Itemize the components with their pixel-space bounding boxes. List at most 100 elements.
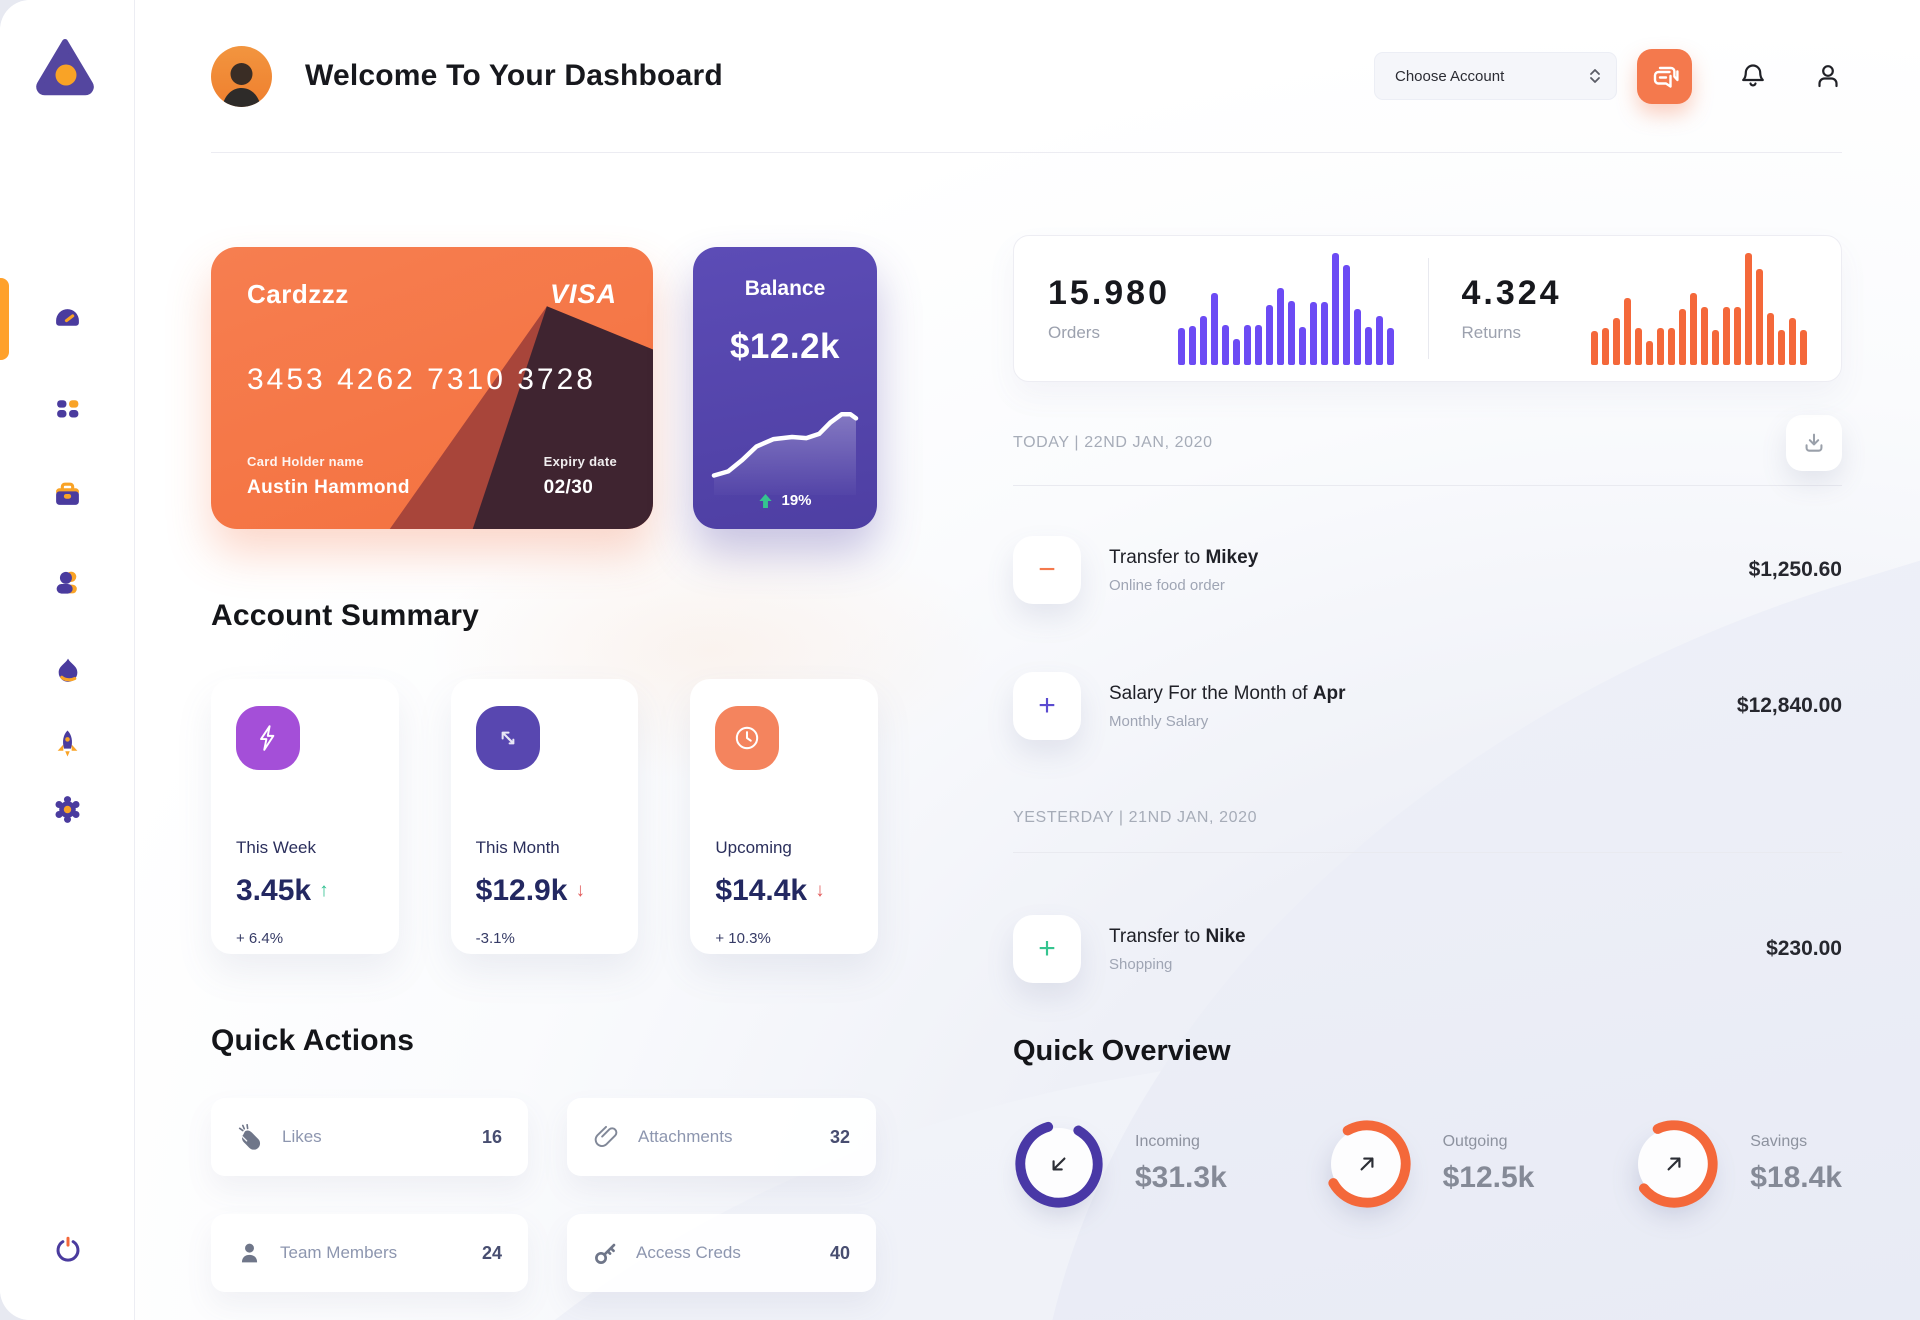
quick-overview-title: Quick Overview — [1013, 1035, 1231, 1067]
card-expiry-label: Expiry date — [543, 454, 617, 469]
summary-value: $14.4k — [715, 874, 808, 907]
orders-returns-card: 15.980 Orders 4.324 Returns — [1013, 235, 1842, 382]
trend-down-arrow: ↓ — [815, 880, 825, 901]
bell-icon — [1742, 64, 1764, 87]
apps-grid-icon — [57, 399, 79, 418]
transaction-subtitle: Shopping — [1109, 955, 1173, 973]
sidebar-item-settings[interactable] — [0, 794, 135, 824]
credit-card[interactable]: Cardzzz VISA 3453 4262 7310 3728 Card Ho… — [211, 247, 653, 529]
account-summary-cards: This Week 3.45k ↑ + 6.4% This Month $12.9… — [211, 679, 879, 954]
transaction-title: Salary For the Month of Apr — [1109, 682, 1346, 704]
profile-button[interactable] — [1814, 62, 1842, 90]
header: Welcome To Your Dashboard Choose Account — [211, 0, 1842, 153]
user-icon — [1818, 65, 1838, 88]
balance-label: Balance — [744, 277, 826, 300]
overview-value: $18.4k — [1750, 1161, 1842, 1194]
transaction-subtitle: Monthly Salary — [1109, 712, 1209, 730]
clap-hands-icon — [238, 1123, 261, 1150]
returns-bar-chart — [1591, 252, 1807, 365]
balance-sparkline — [711, 411, 859, 495]
quick-actions-title: Quick Actions — [211, 1024, 415, 1057]
summary-label: This Month — [475, 838, 560, 857]
sidebar-item-trending[interactable] — [0, 655, 135, 685]
balance-change: 19% — [781, 492, 812, 509]
summary-card-this-month[interactable]: This Month $12.9k ↓ -3.1% — [450, 679, 639, 954]
quick-action-access-creds[interactable]: Access Creds 40 — [567, 1214, 876, 1292]
download-statement-button[interactable] — [1786, 415, 1842, 471]
sidebar-item-boost[interactable] — [0, 728, 135, 758]
transaction-subtitle: Online food order — [1109, 576, 1225, 594]
summary-value: $12.9k — [475, 874, 568, 907]
balance-card[interactable]: Balance $12.2k 19% — [693, 247, 877, 529]
summary-delta: -3.1% — [475, 930, 515, 947]
overview-label: Incoming — [1135, 1133, 1200, 1150]
divider — [1427, 258, 1429, 359]
divider — [1013, 485, 1842, 486]
card-expiry-value: 02/30 — [543, 477, 594, 498]
key-icon — [595, 1243, 616, 1264]
logout-power-button[interactable] — [0, 1228, 135, 1272]
overview-outgoing: Outgoing $12.5k — [1321, 1118, 1535, 1210]
summary-label: This Week — [236, 838, 316, 857]
chat-bubbles-icon — [1653, 66, 1679, 88]
avatar-photo — [222, 62, 261, 107]
orders-bar-chart — [1177, 252, 1394, 365]
summary-card-upcoming[interactable]: Upcoming $14.4k ↓ + 10.3% — [690, 679, 879, 954]
savings-progress-ring — [1628, 1118, 1720, 1210]
quick-action-label: Likes — [282, 1127, 322, 1146]
quick-action-label: Team Members — [280, 1243, 398, 1262]
quick-action-team-members[interactable]: Team Members 24 — [211, 1214, 528, 1292]
overview-incoming: Incoming $31.3k — [1013, 1118, 1227, 1210]
quick-action-count: 16 — [481, 1126, 502, 1147]
transactions-date-yesterday: YESTERDAY | 21ND JAN, 2020 — [1013, 809, 1258, 826]
lightning-icon — [260, 725, 275, 751]
quick-overview-row: Incoming $31.3k Outgoing — [1013, 1118, 1842, 1210]
quick-action-likes[interactable]: Likes 16 — [211, 1098, 528, 1176]
lightning-icon-badge — [236, 706, 300, 770]
users-icon — [56, 571, 77, 594]
sidebar-item-team[interactable] — [0, 567, 135, 597]
summary-label: Upcoming — [715, 838, 792, 857]
quick-action-count: 40 — [829, 1242, 850, 1263]
overview-value: $12.5k — [1442, 1161, 1535, 1194]
card-holder-label: Card Holder name — [247, 454, 364, 469]
clock-icon — [736, 726, 759, 750]
person-icon — [241, 1243, 258, 1262]
briefcase-icon — [56, 482, 79, 505]
quick-action-attachments[interactable]: Attachments 32 — [567, 1098, 876, 1176]
outgoing-progress-ring — [1321, 1118, 1413, 1210]
orders-label: Orders — [1048, 323, 1100, 342]
notifications-button[interactable] — [1739, 62, 1767, 90]
transaction-row-salary[interactable]: + Salary For the Month of Apr Monthly Sa… — [1013, 672, 1842, 740]
trend-down-arrow: ↓ — [575, 880, 585, 901]
card-name: Cardzzz — [247, 279, 349, 309]
account-summary-title: Account Summary — [211, 599, 480, 632]
right-column: 15.980 Orders 4.324 Returns — [1013, 153, 1842, 1292]
user-avatar[interactable] — [211, 45, 272, 107]
app-logo[interactable] — [33, 33, 97, 97]
summary-delta: + 10.3% — [715, 930, 771, 947]
paperclip-icon — [594, 1125, 618, 1147]
account-selector[interactable]: Choose Account — [1374, 52, 1617, 100]
arrow-up-icon — [759, 493, 773, 508]
sidebar-item-briefcase[interactable] — [0, 479, 135, 509]
balance-value: $12.2k — [729, 327, 841, 366]
transaction-row-nike[interactable]: + Transfer to Nike Shopping $230.00 — [1013, 915, 1842, 983]
download-icon — [1805, 433, 1823, 452]
card-holder-name: Austin Hammond — [247, 477, 410, 498]
header-actions: Choose Account — [1374, 48, 1842, 104]
main-area: Welcome To Your Dashboard Choose Account — [135, 0, 1920, 1320]
overview-savings: Savings $18.4k — [1628, 1118, 1842, 1210]
overview-label: Savings — [1750, 1133, 1808, 1150]
settings-gear-icon — [55, 795, 80, 823]
summary-card-this-week[interactable]: This Week 3.45k ↑ + 6.4% — [211, 679, 399, 954]
sidebar-item-dashboard[interactable] — [0, 303, 135, 333]
sidebar-item-apps[interactable] — [0, 393, 135, 423]
overview-label: Outgoing — [1442, 1133, 1508, 1150]
trend-up-arrow: ↑ — [319, 880, 329, 901]
transaction-amount: $12,840.00 — [1736, 694, 1842, 717]
transaction-row-mikey[interactable]: − Transfer to Mikey Online food order $1… — [1013, 536, 1842, 604]
dashboard-gauge-icon — [56, 308, 79, 326]
messages-button[interactable] — [1637, 48, 1692, 104]
overview-value: $31.3k — [1135, 1161, 1227, 1194]
